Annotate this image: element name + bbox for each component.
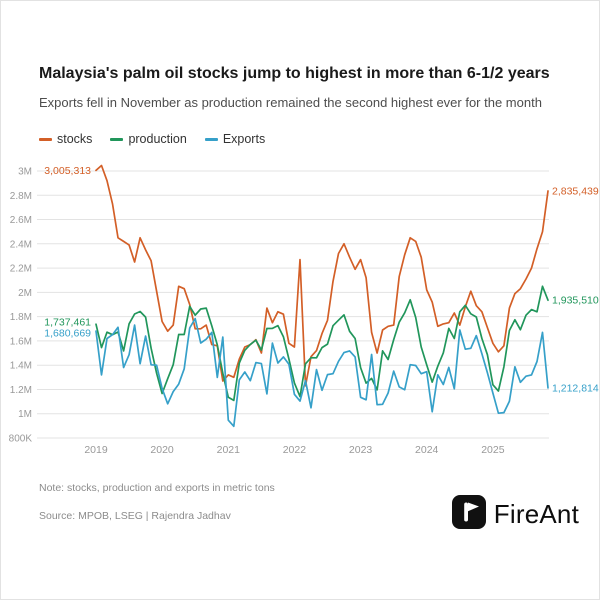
y-tick-label: 1M: [18, 409, 32, 420]
x-tick-label: 2025: [481, 444, 505, 456]
end-value-label: 1,935,510: [552, 295, 599, 307]
page-title: Malaysia's palm oil stocks jump to highe…: [39, 65, 550, 82]
y-tick-label: 2.2M: [10, 264, 32, 275]
legend-label: Exports: [222, 132, 266, 146]
x-tick-label: 2020: [150, 444, 174, 456]
footnote: Note: stocks, production and exports in …: [39, 482, 275, 494]
start-value-label: 1,680,669: [44, 328, 91, 340]
legend-item-stocks: stocks: [39, 132, 92, 146]
legend-label: stocks: [57, 132, 93, 146]
start-value-label: 3,005,313: [44, 165, 91, 177]
y-tick-label: 2.8M: [10, 191, 32, 202]
legend-swatch: [204, 137, 218, 141]
y-tick-label: 2M: [18, 288, 32, 299]
x-tick-label: 2024: [415, 444, 439, 456]
fireant-logo: FireAnt: [451, 495, 579, 534]
line-exports: [95, 317, 549, 428]
y-tick-label: 800K: [9, 434, 33, 445]
legend-item-exports: Exports: [204, 132, 266, 146]
x-tick-label: 2022: [283, 444, 307, 456]
legend-label: production: [128, 132, 187, 146]
x-tick-label: 2019: [84, 444, 108, 456]
start-value-label: 1,737,461: [44, 317, 91, 329]
y-tick-label: 1.4M: [10, 361, 32, 372]
x-tick-label: 2023: [349, 444, 373, 456]
line-production: [95, 285, 549, 402]
y-tick-label: 1.6M: [10, 336, 32, 347]
legend: stocks production Exports: [39, 132, 265, 146]
brand-name: FireAnt: [493, 499, 579, 529]
page-subtitle: Exports fell in November as production r…: [39, 95, 542, 110]
source-line: Source: MPOB, LSEG | Rajendra Jadhav: [39, 510, 231, 522]
y-tick-label: 2.6M: [10, 215, 32, 226]
fireant-icon: [451, 495, 486, 534]
end-value-label: 2,835,439: [552, 186, 599, 198]
legend-item-production: production: [110, 132, 187, 146]
end-value-label: 1,212,814: [552, 382, 599, 394]
y-tick-label: 3M: [18, 167, 32, 178]
y-tick-label: 1.8M: [10, 312, 32, 323]
x-tick-label: 2021: [217, 444, 241, 456]
legend-swatch: [110, 137, 124, 141]
legend-swatch: [39, 137, 52, 141]
y-tick-label: 2.4M: [10, 239, 32, 250]
line-stocks: [95, 164, 549, 387]
chart-svg: 3M 2.8M 2.6M 2.4M 2.2M 2M 1.8M 1.6M 1.4M 1.2M 1M 80…: [9, 164, 599, 456]
y-tick-label: 1.2M: [10, 385, 32, 396]
